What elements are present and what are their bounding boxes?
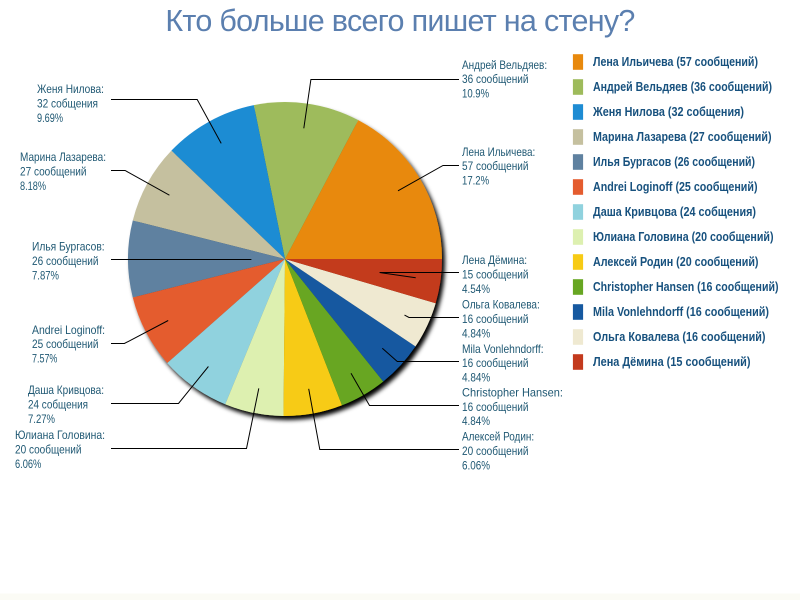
- svg-text:15 сообщений: 15 сообщений: [462, 268, 529, 282]
- svg-text:Ольга Ковалева:: Ольга Ковалева:: [462, 298, 540, 312]
- svg-text:Лена Ильичева:: Лена Ильичева:: [462, 145, 535, 159]
- svg-text:16 сообщений: 16 сообщений: [462, 312, 529, 326]
- svg-text:4.84%: 4.84%: [462, 326, 491, 340]
- svg-text:Илья Бургасов (26 сообщений): Илья Бургасов (26 сообщений): [593, 154, 755, 169]
- svg-text:32 собщения: 32 собщения: [37, 97, 98, 111]
- svg-text:16 сообщений: 16 сообщений: [462, 356, 529, 370]
- svg-text:7.87%: 7.87%: [32, 268, 59, 282]
- svg-text:Алексей Родин (20 сообщений): Алексей Родин (20 сообщений): [593, 254, 759, 269]
- svg-text:8.18%: 8.18%: [20, 179, 46, 193]
- svg-text:25 сообщений: 25 сообщений: [32, 337, 99, 351]
- svg-text:Юлиана Головина:: Юлиана Головина:: [15, 428, 105, 442]
- svg-text:Андрей Вельдяев (36 сообщений): Андрей Вельдяев (36 сообщений): [593, 79, 772, 94]
- svg-text:4.84%: 4.84%: [462, 414, 490, 428]
- svg-text:Andrei Loginoff (25 сообщений): Andrei Loginoff (25 сообщений): [593, 179, 758, 194]
- svg-text:7.57%: 7.57%: [32, 352, 58, 366]
- svg-text:17.2%: 17.2%: [462, 174, 489, 188]
- svg-text:Лена Дёмина (15 сообщений): Лена Дёмина (15 сообщений): [593, 354, 751, 369]
- svg-text:Алексей Родин:: Алексей Родин:: [462, 430, 534, 444]
- svg-text:20 сообщений: 20 сообщений: [462, 444, 529, 458]
- svg-text:Илья Бургасов:: Илья Бургасов:: [32, 240, 105, 254]
- svg-text:Лена Дёмина:: Лена Дёмина:: [462, 253, 527, 267]
- svg-text:6.06%: 6.06%: [462, 458, 490, 472]
- svg-text:57 сообщений: 57 сообщений: [462, 159, 529, 173]
- svg-text:Марина Лазарева (27 сообщений): Марина Лазарева (27 сообщений): [593, 129, 772, 144]
- svg-text:Mila Vonlehndorff (16 сообщени: Mila Vonlehndorff (16 сообщений): [593, 304, 769, 319]
- svg-text:Ольга Ковалева (16 сообщений): Ольга Ковалева (16 сообщений): [593, 329, 766, 344]
- svg-text:27 сообщений: 27 сообщений: [20, 165, 87, 179]
- svg-text:10.9%: 10.9%: [462, 87, 489, 101]
- svg-text:Женя Нилова (32 собщения): Женя Нилова (32 собщения): [592, 104, 744, 119]
- svg-text:Юлиана Головина (20 сообщений): Юлиана Головина (20 сообщений): [593, 229, 774, 244]
- svg-text:9.69%: 9.69%: [37, 111, 63, 125]
- svg-text:Andrei Loginoff:: Andrei Loginoff:: [32, 323, 105, 337]
- svg-text:Christopher Hansen (16 сообщен: Christopher Hansen (16 сообщений): [593, 279, 779, 294]
- svg-text:Mila Vonlehndorff:: Mila Vonlehndorff:: [462, 342, 544, 356]
- svg-text:Марина Лазарева:: Марина Лазарева:: [20, 150, 106, 164]
- svg-text:4.84%: 4.84%: [462, 371, 491, 385]
- svg-text:Кто больше всего пишет на стен: Кто больше всего пишет на стену?: [165, 4, 634, 38]
- svg-text:36 сообщений: 36 сообщений: [462, 72, 529, 86]
- svg-text:7.27%: 7.27%: [28, 412, 55, 426]
- svg-text:16 сообщений: 16 сообщений: [462, 400, 529, 414]
- svg-text:Андрей Вельдяев:: Андрей Вельдяев:: [462, 58, 547, 72]
- svg-text:6.06%: 6.06%: [15, 457, 42, 471]
- svg-text:Даша Кривцова:: Даша Кривцова:: [28, 383, 104, 397]
- svg-text:Christopher Hansen:: Christopher Hansen:: [462, 385, 563, 399]
- svg-text:24 собщения: 24 собщения: [28, 398, 88, 412]
- svg-text:26 сообщений: 26 сообщений: [32, 254, 99, 268]
- svg-text:4.54%: 4.54%: [462, 282, 490, 296]
- svg-text:Лена Ильичева (57 сообщений): Лена Ильичева (57 сообщений): [593, 54, 758, 69]
- svg-text:20 сообщений: 20 сообщений: [15, 443, 82, 457]
- svg-text:Женя Нилова:: Женя Нилова:: [37, 82, 104, 96]
- svg-text:Даша Кривцова (24 собщения): Даша Кривцова (24 собщения): [593, 204, 756, 219]
